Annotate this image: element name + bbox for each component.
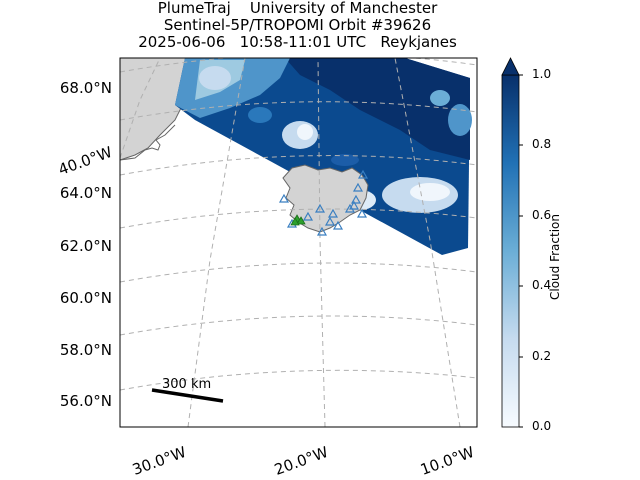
colorbar xyxy=(501,74,520,428)
station-marker xyxy=(327,208,339,218)
station-marker xyxy=(316,226,328,236)
map-frame xyxy=(119,57,478,428)
lat-label-64: 64.0°N xyxy=(59,184,112,202)
station-marker xyxy=(356,208,368,218)
scale-bar xyxy=(151,388,224,403)
vent-marker xyxy=(296,216,306,225)
lat-label-56: 56.0°N xyxy=(59,392,112,410)
graticule xyxy=(120,58,477,427)
station-marker xyxy=(302,211,314,221)
map-area xyxy=(120,58,477,427)
colorbar-tick-label: 0.2 xyxy=(532,349,552,363)
lat-label-58: 58.0°N xyxy=(59,341,112,359)
station-marker xyxy=(348,200,360,210)
colorbar-tick-label: 1.0 xyxy=(532,67,552,81)
title-line-2: Sentinel-5P/TROPOMI Orbit #39626 xyxy=(163,16,432,34)
station-marker xyxy=(357,169,369,179)
colorbar-tick-label: 0.0 xyxy=(532,419,552,433)
lat-label-68: 68.0°N xyxy=(59,79,112,97)
station-markers xyxy=(278,169,369,236)
station-marker xyxy=(352,182,364,192)
colorbar-tick-label: 0.4 xyxy=(532,278,552,292)
colorbar-extend-arrow xyxy=(501,57,520,76)
scale-bar-label: 300 km xyxy=(162,377,212,392)
vent-markers xyxy=(290,214,306,226)
colorbar-label: Cloud Fraction xyxy=(548,214,562,300)
title-line-3: 2025-06-06 10:58-11:01 UTC Reykjanes xyxy=(138,33,457,51)
station-marker xyxy=(314,203,326,213)
station-marker xyxy=(332,220,344,230)
greenland-coast xyxy=(120,124,176,161)
vent-marker xyxy=(290,217,300,226)
station-marker xyxy=(278,193,290,203)
station-marker xyxy=(324,216,336,226)
colorbar-tick-label: 0.8 xyxy=(532,137,552,151)
lat-label-60: 60.0°N xyxy=(59,289,112,307)
title-line-1: PlumeTraj University of Manchester xyxy=(157,0,438,17)
station-marker xyxy=(350,194,362,204)
colorbar-tick-label: 0.6 xyxy=(532,208,552,222)
colorbar-ticks xyxy=(519,74,523,428)
lat-label-62: 62.0°N xyxy=(59,237,112,255)
